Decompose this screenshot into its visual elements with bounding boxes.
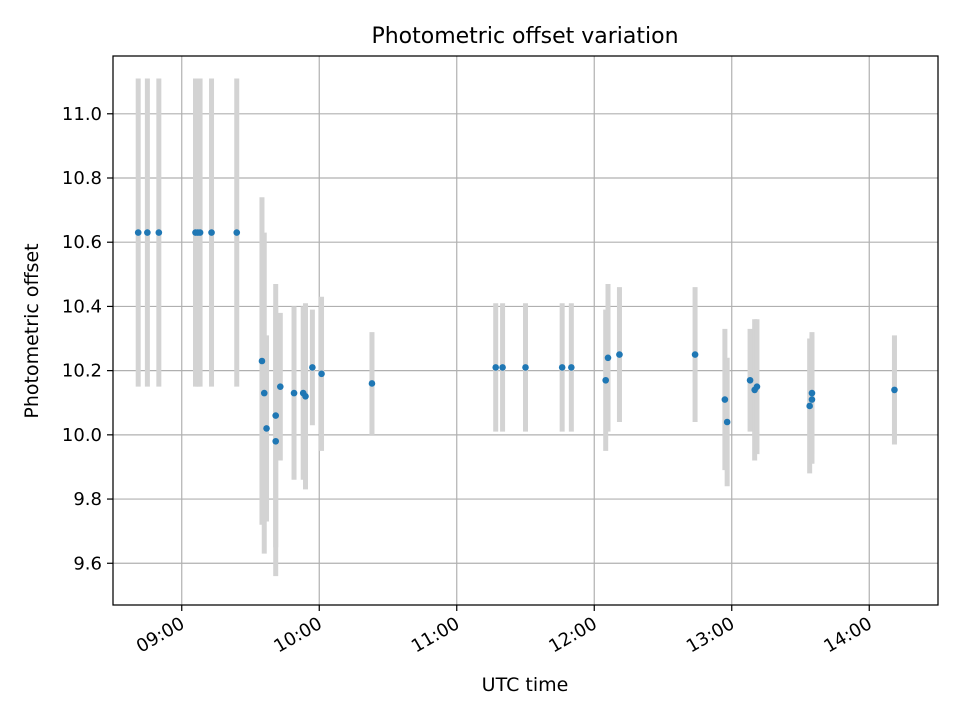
data-point — [499, 364, 506, 371]
grid — [113, 56, 938, 605]
data-point — [746, 376, 754, 384]
errorbars — [135, 78, 897, 577]
data-point — [602, 376, 610, 384]
data-point — [721, 396, 729, 403]
data-points — [134, 229, 898, 445]
data-point — [208, 229, 215, 236]
data-point — [568, 364, 575, 371]
data-point — [258, 357, 266, 365]
data-point — [272, 437, 280, 445]
y-axis-label: Photometric offset — [21, 243, 43, 418]
x-tick-label: 14:00 — [820, 613, 875, 657]
data-point — [723, 418, 731, 426]
data-point — [753, 383, 761, 390]
data-point — [318, 370, 325, 378]
data-point — [806, 402, 813, 410]
y-tick-label: 10.4 — [62, 296, 102, 317]
x-tick-label: 12:00 — [545, 613, 600, 657]
x-axis-label: UTC time — [482, 674, 569, 696]
data-point — [808, 396, 816, 403]
x-tick-label: 11:00 — [408, 613, 463, 657]
data-point — [368, 380, 376, 387]
x-tick-label: 13:00 — [683, 613, 738, 657]
data-point — [155, 229, 163, 236]
x-tick-label: 09:00 — [133, 613, 188, 657]
data-point — [558, 364, 566, 371]
data-point — [691, 351, 699, 358]
data-point — [604, 354, 612, 362]
data-point — [891, 386, 898, 394]
data-point — [144, 229, 151, 236]
data-point — [616, 351, 623, 358]
data-point — [302, 393, 309, 400]
data-point — [522, 364, 529, 371]
data-point — [272, 412, 280, 419]
x-tick-label: 10:00 — [270, 613, 325, 657]
y-tick-label: 10.2 — [62, 361, 102, 382]
y-tick-label: 9.6 — [73, 553, 102, 574]
data-point — [233, 229, 241, 236]
data-point — [309, 364, 316, 371]
plot-area-frame — [112, 55, 939, 606]
y-tick-label: 10.8 — [62, 168, 102, 189]
data-point — [276, 383, 284, 390]
data-point — [196, 229, 204, 236]
y-tick-label: 11.0 — [62, 104, 102, 125]
data-point — [134, 229, 142, 236]
data-point — [260, 389, 268, 397]
y-tick-label: 10.6 — [62, 232, 102, 253]
data-point — [290, 389, 298, 397]
data-point — [808, 389, 816, 397]
chart-title: Photometric offset variation — [371, 24, 678, 49]
y-tick-label: 10.0 — [62, 425, 102, 446]
data-point — [263, 425, 270, 432]
y-tick-label: 9.8 — [73, 489, 102, 510]
data-point — [492, 364, 500, 371]
